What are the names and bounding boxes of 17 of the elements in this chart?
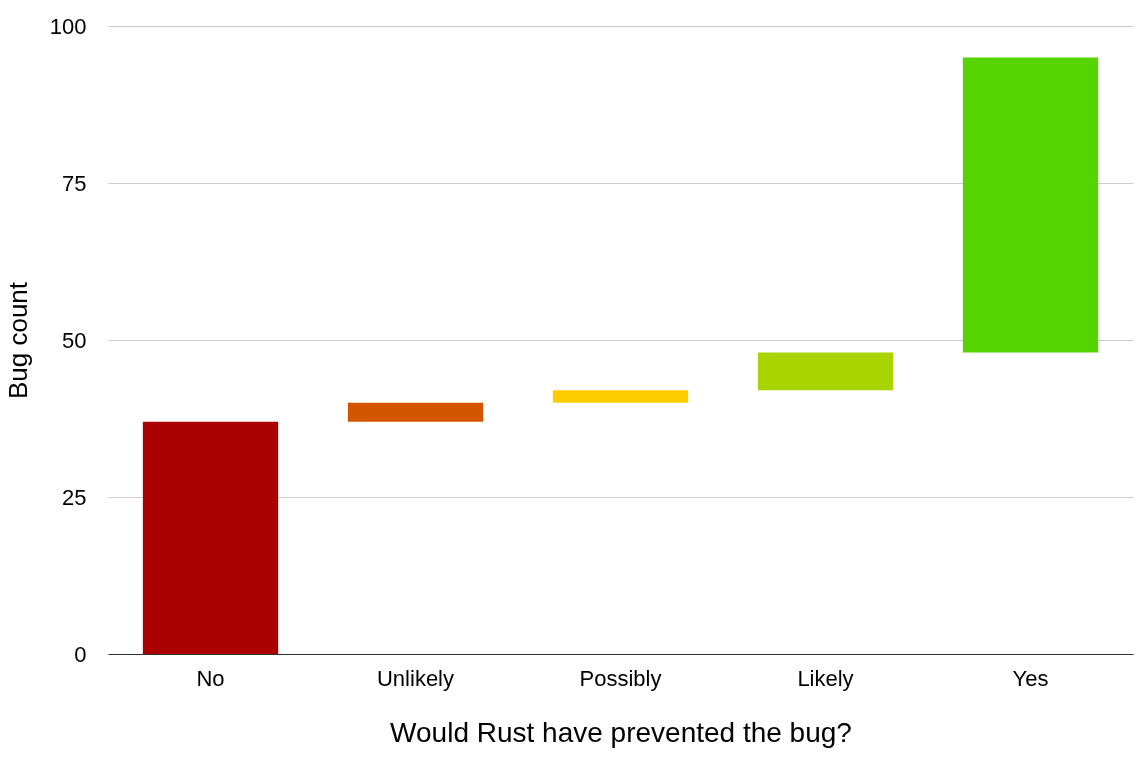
- x-tick-label: Yes: [1012, 665, 1049, 691]
- x-tick-label: Unlikely: [376, 665, 455, 691]
- y-tick-label: 100: [49, 13, 87, 39]
- bar: [552, 390, 689, 403]
- y-tick-label: 25: [62, 484, 87, 510]
- x-tick-label: No: [196, 665, 225, 691]
- x-axis-title: Would Rust have prevented the bug?: [390, 716, 852, 748]
- y-tick-label: 50: [62, 327, 87, 353]
- bar: [962, 57, 1099, 353]
- x-tick-label: Likely: [797, 665, 854, 691]
- bar: [142, 421, 279, 654]
- bar: [757, 352, 894, 391]
- y-tick-label: 75: [62, 170, 87, 196]
- y-tick-label: 0: [74, 641, 87, 667]
- x-tick-label: Possibly: [579, 665, 662, 691]
- bar: [347, 402, 484, 422]
- y-axis-title: Bug count: [2, 281, 33, 400]
